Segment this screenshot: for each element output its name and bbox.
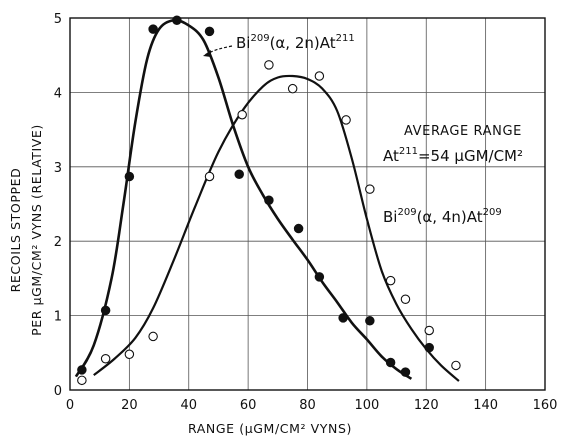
series-1-point — [172, 15, 182, 25]
y-tick-label: 5 — [54, 12, 62, 27]
series-2-point — [400, 294, 411, 304]
series-2-curve — [93, 74, 460, 382]
series-2-point — [77, 375, 87, 386]
x-tick-label: 60 — [240, 398, 257, 413]
axes — [69, 17, 546, 391]
series2-label: Bi209(α, 4n)At209 — [383, 207, 502, 226]
series-2-point — [341, 115, 351, 125]
y-tick-label: 3 — [54, 161, 62, 176]
series-2-point — [100, 354, 111, 364]
series-2-point — [451, 360, 461, 371]
y-tick-label: 0 — [54, 384, 62, 399]
series1-annotation: Bi209(α, 2n)At211 — [203, 33, 355, 57]
series-2-point — [237, 109, 247, 120]
x-tick-label: 0 — [66, 398, 74, 413]
series-1-point — [400, 367, 411, 377]
x-tick-label: 80 — [299, 398, 316, 413]
x-tick-label: 40 — [180, 398, 197, 413]
series-1-point — [264, 195, 274, 206]
series-1-point — [424, 342, 434, 353]
x-tick-label: 100 — [354, 398, 379, 413]
data-points — [77, 15, 461, 386]
tick-labels: 0 20 40 60 80 100 120 140 160 0 1 2 3 4 5 — [54, 12, 558, 413]
plot-frame — [69, 17, 546, 391]
series-1-point — [385, 357, 396, 368]
series-2-point — [424, 325, 434, 336]
series-1-point — [365, 316, 375, 326]
grid — [69, 17, 546, 391]
series-2-point — [385, 275, 396, 286]
series-2-point — [314, 71, 325, 81]
series-2-point — [365, 184, 375, 194]
y-axis-title-line1: RECOILS STOPPED — [8, 168, 23, 293]
series-1-curve — [74, 18, 413, 380]
x-tick-label: 160 — [533, 398, 558, 413]
series-2-point — [264, 60, 274, 70]
series-1-point — [148, 24, 158, 34]
series-2-point — [124, 349, 135, 360]
series-1-point — [314, 272, 325, 282]
y-tick-label: 2 — [54, 235, 62, 250]
series-1-point — [338, 313, 348, 323]
average-range-title: AVERAGE RANGE — [404, 124, 522, 139]
series-1-point — [234, 169, 244, 179]
series-1-point — [204, 26, 215, 37]
series-1-point — [77, 365, 87, 375]
series-1-point — [293, 223, 304, 234]
y-axis-title-line2: PER μGM/CM² VYNS (RELATIVE) — [29, 124, 44, 336]
series-1-point — [124, 171, 135, 182]
arrow-head-icon — [203, 50, 211, 57]
series-2-point — [204, 171, 215, 182]
average-range-value: At211=54 μGM/CM² — [383, 146, 523, 165]
x-tick-label: 120 — [414, 398, 439, 413]
x-axis-title: RANGE (μGM/CM² VYNS) — [188, 421, 352, 436]
x-tick-label: 140 — [473, 398, 498, 413]
y-tick-label: 4 — [54, 86, 62, 101]
x-tick-label: 20 — [121, 398, 138, 413]
fit-curves — [74, 18, 460, 382]
series-2-point — [148, 331, 158, 342]
series-1-point — [100, 305, 111, 316]
series-2-point — [287, 83, 298, 94]
y-tick-label: 1 — [54, 310, 62, 325]
series1-label: Bi209(α, 2n)At211 — [236, 33, 355, 52]
